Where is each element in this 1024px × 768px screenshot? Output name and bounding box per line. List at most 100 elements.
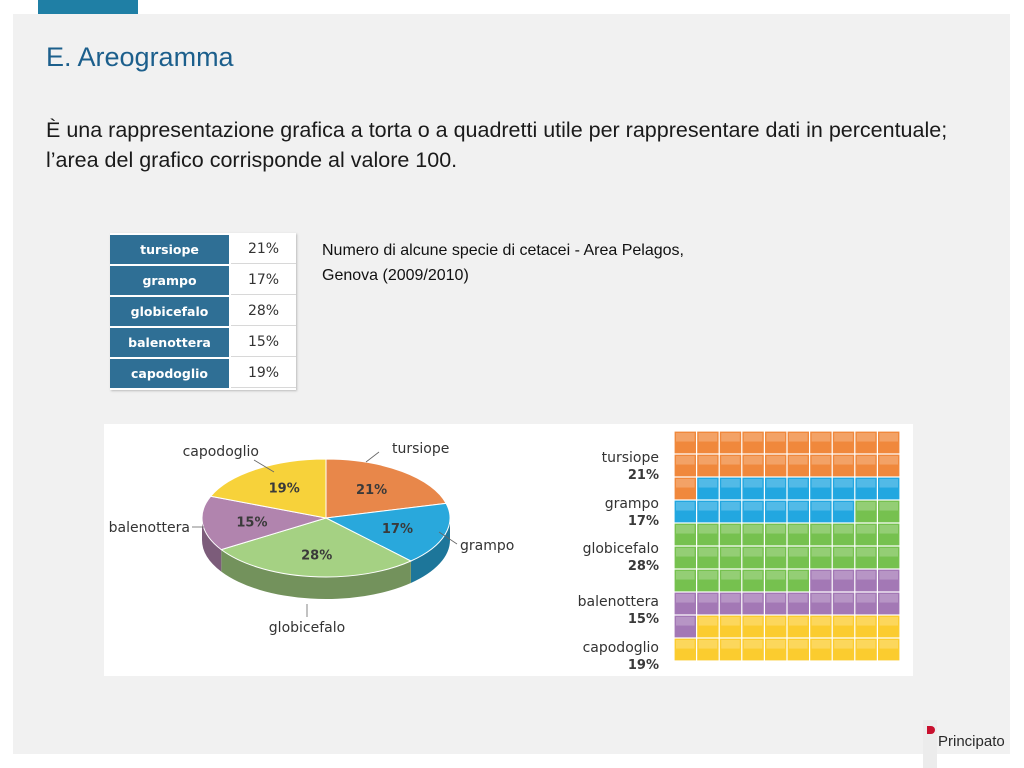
waffle-cell-capodoglio xyxy=(832,615,855,638)
waffle-cell-gloss xyxy=(676,640,695,649)
waffle-cell-gloss xyxy=(766,548,785,557)
waffle-cell-capodoglio xyxy=(697,638,719,661)
table-row: globicefalo 28% xyxy=(110,297,296,326)
waffle-cell-gloss xyxy=(834,525,853,534)
waffle-cell-gloss xyxy=(811,571,831,580)
waffle-cell-balenottera xyxy=(674,615,696,638)
waffle-cell-gloss xyxy=(879,502,898,511)
waffle-cell-balenottera xyxy=(787,592,809,615)
waffle-cell-capodoglio xyxy=(742,615,764,638)
waffle-cell-gloss xyxy=(856,640,876,649)
waffle-cell-globicefalo xyxy=(697,569,719,592)
waffle-cell-grampo xyxy=(697,477,719,500)
waffle-cell-globicefalo xyxy=(878,546,900,569)
waffle-cell-gloss xyxy=(789,617,808,626)
waffle-cell-capodoglio xyxy=(674,638,696,661)
waffle-cell-grampo xyxy=(674,500,696,523)
table-cell-percent: 19% xyxy=(231,359,296,388)
waffle-cell-gloss xyxy=(834,456,853,465)
pie-category-label: grampo xyxy=(460,538,514,554)
waffle-cell-balenottera xyxy=(832,569,855,592)
waffle-cell-gloss xyxy=(676,594,695,603)
waffle-cell-balenottera xyxy=(878,569,900,592)
waffle-cell-capodoglio xyxy=(765,638,787,661)
waffle-cell-gloss xyxy=(676,479,695,488)
pie-percent-label: 19% xyxy=(269,482,300,497)
waffle-cell-gloss xyxy=(721,617,740,626)
waffle-cell-capodoglio xyxy=(787,615,809,638)
waffle-cell-gloss xyxy=(721,594,740,603)
table-cell-species: balenottera xyxy=(110,328,231,357)
pie-percent-label: 17% xyxy=(382,522,413,537)
waffle-cell-gloss xyxy=(789,571,808,580)
waffle-cell-gloss xyxy=(721,548,740,557)
waffle-cell-globicefalo xyxy=(697,523,719,546)
waffle-cell-globicefalo xyxy=(787,523,809,546)
waffle-cell-grampo xyxy=(787,500,809,523)
waffle-cell-gloss xyxy=(743,456,763,465)
waffle-cell-grampo xyxy=(742,500,764,523)
waffle-cell-capodoglio xyxy=(810,638,832,661)
waffle-cell-tursiope xyxy=(697,454,719,477)
waffle-cell-gloss xyxy=(834,433,853,442)
waffle-cell-globicefalo xyxy=(719,523,742,546)
waffle-cell-gloss xyxy=(879,594,898,603)
waffle-cell-capodoglio xyxy=(878,615,900,638)
waffle-cell-gloss xyxy=(698,617,718,626)
waffle-cell-tursiope xyxy=(765,431,787,454)
waffle-cell-tursiope xyxy=(674,477,696,500)
waffle-cell-balenottera xyxy=(719,592,742,615)
waffle-cell-grampo xyxy=(719,477,742,500)
waffle-cell-globicefalo xyxy=(810,546,832,569)
waffle-cell-tursiope xyxy=(765,454,787,477)
waffle-cell-gloss xyxy=(879,640,898,649)
waffle-cell-gloss xyxy=(834,479,853,488)
waffle-cell-capodoglio xyxy=(719,638,742,661)
table-cell-species: globicefalo xyxy=(110,297,231,326)
waffle-cell-capodoglio xyxy=(832,638,855,661)
waffle-percent-label: 17% xyxy=(628,514,659,529)
waffle-cell-globicefalo xyxy=(787,546,809,569)
waffle-cell-tursiope xyxy=(810,454,832,477)
waffle-cell-tursiope xyxy=(832,454,855,477)
waffle-cell-gloss xyxy=(743,525,763,534)
table-cell-percent: 28% xyxy=(231,297,296,326)
waffle-cell-gloss xyxy=(789,548,808,557)
waffle-category-label: balenottera xyxy=(578,594,659,610)
pie-percent-label: 21% xyxy=(356,483,387,498)
waffle-cell-grampo xyxy=(719,500,742,523)
waffle-cell-gloss xyxy=(698,594,718,603)
waffle-cell-gloss xyxy=(834,548,853,557)
waffle-cell-gloss xyxy=(834,640,853,649)
waffle-cell-balenottera xyxy=(855,592,877,615)
waffle-cell-gloss xyxy=(879,617,898,626)
waffle-cell-globicefalo xyxy=(832,523,855,546)
waffle-cell-globicefalo xyxy=(832,546,855,569)
waffle-cell-gloss xyxy=(811,594,831,603)
waffle-cell-tursiope xyxy=(855,431,877,454)
waffle-cell-globicefalo xyxy=(855,546,877,569)
waffle-cell-balenottera xyxy=(855,569,877,592)
waffle-cell-gloss xyxy=(676,502,695,511)
waffle-cell-tursiope xyxy=(787,431,809,454)
table-cell-percent: 17% xyxy=(231,266,296,295)
waffle-cell-gloss xyxy=(698,571,718,580)
waffle-cell-gloss xyxy=(789,640,808,649)
waffle-category-label: tursiope xyxy=(602,450,659,466)
waffle-cell-globicefalo xyxy=(878,500,900,523)
waffle-cell-globicefalo xyxy=(742,523,764,546)
waffle-cell-balenottera xyxy=(810,569,832,592)
waffle-cell-gloss xyxy=(811,548,831,557)
waffle-cell-capodoglio xyxy=(810,615,832,638)
table-row: capodoglio 19% xyxy=(110,359,296,388)
waffle-cell-grampo xyxy=(855,477,877,500)
waffle-cell-gloss xyxy=(811,640,831,649)
waffle-cell-gloss xyxy=(811,479,831,488)
waffle-cell-gloss xyxy=(766,433,785,442)
waffle-cell-tursiope xyxy=(674,454,696,477)
waffle-percent-label: 19% xyxy=(628,658,659,673)
waffle-cell-balenottera xyxy=(765,592,787,615)
waffle-cell-balenottera xyxy=(878,592,900,615)
pie-leader-line xyxy=(438,531,458,545)
pie-slice-side-balenottera xyxy=(202,518,222,572)
